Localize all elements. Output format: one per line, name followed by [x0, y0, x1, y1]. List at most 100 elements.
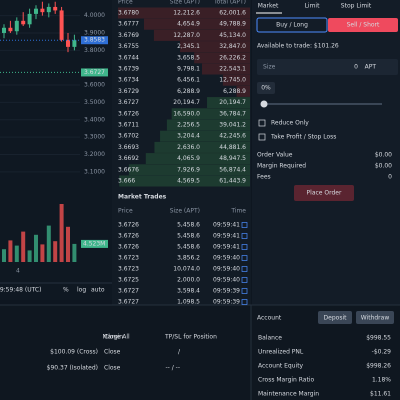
book-cell: 4,654.9: [177, 21, 200, 28]
positions-header: TP/SL for Position: [164, 334, 217, 341]
book-cell: 6,288.9: [177, 88, 200, 95]
account-value: $11.61: [370, 391, 391, 398]
slider-thumb[interactable]: [260, 100, 268, 108]
trade-price: 3.6726: [118, 222, 139, 229]
book-header: Price: [118, 0, 133, 6]
position-tpsl: /: [178, 349, 181, 356]
trade-time: 09:59:40: [213, 255, 240, 262]
percent: 0%: [261, 85, 271, 92]
trade-time: 09:59:39: [213, 299, 240, 306]
trade-time: 09:59:40: [213, 277, 240, 284]
book-cell: 4,065.9: [177, 155, 200, 162]
volume-marker-box: [81, 239, 108, 248]
trade-time: 09:59:41: [213, 222, 240, 229]
trade-link-icon: [241, 255, 248, 261]
place-order-button[interactable]: [294, 185, 354, 201]
book-cell: 45,134.0: [219, 32, 246, 39]
position-close[interactable]: Close: [104, 349, 121, 356]
book-price: 3.6727: [118, 99, 139, 106]
sell-button-label: Sell / Short: [347, 22, 380, 29]
book-cell: 4,569.5: [177, 178, 200, 185]
book-cell: 2,636.0: [177, 144, 200, 151]
price-tick-label: 3.2000: [84, 151, 105, 158]
book-price: 3.6726: [118, 110, 139, 117]
positions-header: Close All: [104, 334, 130, 341]
trade-size: 5,458.6: [177, 244, 200, 251]
trade-price: 3.6725: [118, 277, 139, 284]
sell-button[interactable]: [328, 18, 398, 32]
book-price: 3.6777: [118, 21, 139, 28]
depth-bar: [207, 97, 250, 109]
order-tab[interactable]: Limit: [305, 3, 321, 10]
book-cell: 7,926.9: [177, 166, 200, 173]
book-cell: 42,245.6: [219, 133, 246, 140]
checkbox-label: Take Profit / Stop Loss: [270, 134, 336, 141]
percent-box: [257, 82, 275, 94]
account-title: Account: [257, 315, 282, 322]
buy-button[interactable]: [256, 17, 328, 33]
volume-bar: [2, 249, 6, 262]
book-price: 3.666: [118, 178, 135, 185]
candle-body: [46, 6, 51, 13]
withdraw-button[interactable]: [356, 311, 394, 324]
book-price: 3.6676: [118, 166, 139, 173]
buy-button-label: Buy / Long: [276, 22, 308, 29]
order-tab[interactable]: Market: [258, 3, 279, 10]
checkbox[interactable]: [258, 119, 266, 127]
trade-price: 3.6727: [118, 288, 139, 295]
chart-tool: auto: [91, 287, 105, 294]
price-marker-box: [81, 36, 108, 45]
checkbox[interactable]: [258, 133, 266, 141]
trade-size: 1,098.5: [177, 299, 200, 306]
summary-label: Order Value: [257, 152, 293, 159]
trade-price: 3.6726: [118, 233, 139, 240]
size-input[interactable]: [257, 59, 398, 75]
trade-time: 09:59:41: [213, 244, 240, 251]
volume-bar: [40, 244, 45, 262]
book-cell: 16,590.0: [173, 110, 200, 117]
summary-value: $0.00: [375, 163, 392, 170]
account-label: Maintenance Margin: [258, 391, 319, 398]
trade-link-icon: [241, 233, 248, 239]
book-cell: 20,194.7: [173, 99, 200, 106]
price-tick-label: 3.8000: [84, 47, 105, 54]
order-tab[interactable]: Stop Limit: [341, 3, 372, 10]
book-cell: 32,847.0: [219, 43, 246, 50]
book-cell: 12,287.0: [173, 32, 200, 39]
account-label: Balance: [258, 335, 282, 342]
book-cell: 39,041.2: [219, 122, 246, 129]
trade-size: 2,000.0: [177, 277, 200, 284]
withdraw-label: Withdraw: [361, 315, 390, 322]
book-price: 3.6702: [118, 133, 139, 140]
volume-bar: [27, 250, 32, 262]
depth-bar: [118, 7, 250, 19]
book-cell: 61,443.9: [219, 178, 246, 185]
trade-price: 3.6723: [118, 266, 139, 273]
trade-price: 3.6726: [118, 244, 139, 251]
book-cell: 6,456.1: [177, 77, 200, 84]
deposit-button[interactable]: [318, 311, 352, 324]
candle-body: [66, 39, 70, 47]
trade-link-icon: [241, 244, 248, 250]
account-label: Cross Margin Ratio: [258, 377, 314, 384]
price-tick-label: 3.6000: [84, 82, 105, 89]
trade-time: 09:59:40: [213, 266, 240, 273]
book-cell: 49,788.9: [219, 21, 246, 28]
position-close[interactable]: Close: [104, 365, 121, 372]
volume-bar: [59, 204, 64, 262]
book-cell: 2,345.1: [177, 43, 200, 50]
position-margin: $100.09 (Cross): [50, 349, 98, 356]
depth-bar: [128, 164, 250, 176]
x-tick-label: 4: [16, 268, 20, 275]
price-tick-label: 3.5000: [84, 99, 105, 106]
candle-body: [8, 27, 13, 32]
depth-bar: [222, 74, 250, 86]
summary-label: Margin Required: [257, 163, 306, 170]
trade-link-icon: [241, 288, 248, 294]
size-unit: APT: [365, 64, 377, 71]
book-cell: 62,001.6: [219, 10, 246, 17]
book-price: 3.6755: [118, 43, 139, 50]
available: Available to trade: $101.26: [257, 43, 339, 50]
